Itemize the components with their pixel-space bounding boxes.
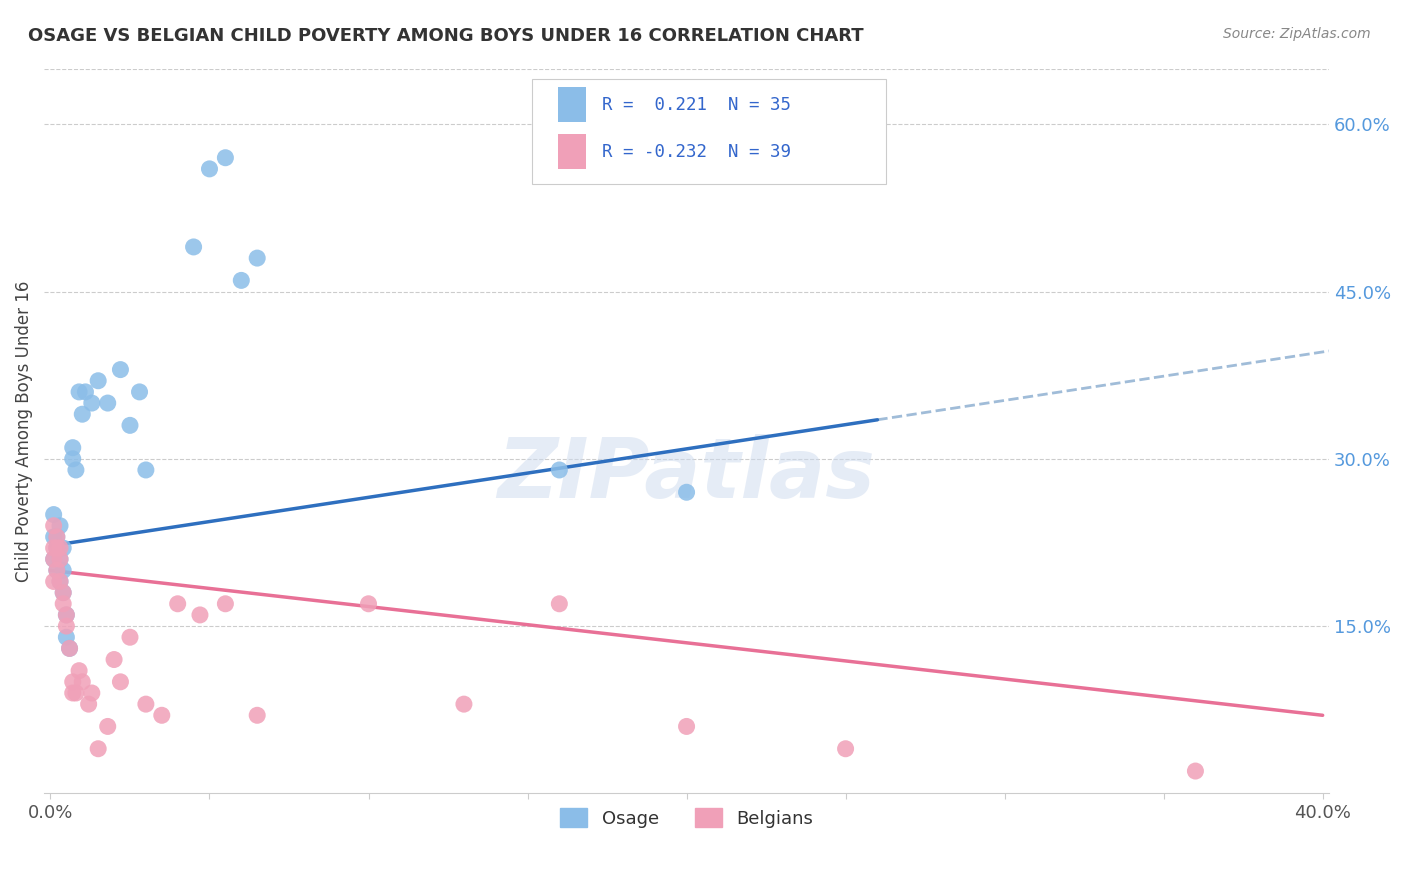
Point — [52, 563, 75, 577]
Point — [675, 485, 697, 500]
Point — [52, 585, 75, 599]
Point — [65, 463, 87, 477]
Point — [198, 161, 221, 176]
Point — [62, 686, 84, 700]
Point — [49, 574, 72, 589]
Point — [45, 530, 67, 544]
Point — [183, 240, 205, 254]
Point — [55, 607, 77, 622]
Text: R =  0.221  N = 35: R = 0.221 N = 35 — [602, 95, 790, 114]
Point — [103, 652, 125, 666]
Point — [214, 597, 236, 611]
Point — [62, 441, 84, 455]
Point — [128, 384, 150, 399]
Text: OSAGE VS BELGIAN CHILD POVERTY AMONG BOYS UNDER 16 CORRELATION CHART: OSAGE VS BELGIAN CHILD POVERTY AMONG BOY… — [28, 27, 863, 45]
Point — [72, 674, 94, 689]
Point — [231, 273, 253, 287]
Text: Source: ZipAtlas.com: Source: ZipAtlas.com — [1223, 27, 1371, 41]
Point — [58, 641, 80, 656]
Point — [58, 641, 80, 656]
Point — [45, 541, 67, 555]
Y-axis label: Child Poverty Among Boys Under 16: Child Poverty Among Boys Under 16 — [15, 280, 32, 582]
Point — [42, 530, 65, 544]
Point — [357, 597, 380, 611]
FancyBboxPatch shape — [558, 87, 586, 122]
Point — [118, 630, 141, 644]
Point — [45, 563, 67, 577]
Point — [246, 708, 269, 723]
Point — [52, 541, 75, 555]
Point — [42, 552, 65, 566]
Point — [42, 552, 65, 566]
Point — [150, 708, 173, 723]
Point — [188, 607, 211, 622]
Legend: Osage, Belgians: Osage, Belgians — [553, 801, 820, 835]
Point — [52, 585, 75, 599]
Point — [49, 518, 72, 533]
Point — [77, 697, 100, 711]
Point — [49, 574, 72, 589]
Point — [65, 686, 87, 700]
Point — [67, 384, 90, 399]
Point — [834, 741, 856, 756]
Point — [75, 384, 97, 399]
Point — [548, 463, 571, 477]
Point — [214, 151, 236, 165]
Point — [80, 396, 103, 410]
Point — [49, 552, 72, 566]
Point — [42, 574, 65, 589]
Point — [1184, 764, 1206, 778]
FancyBboxPatch shape — [533, 79, 886, 185]
Point — [72, 407, 94, 421]
Point — [67, 664, 90, 678]
Point — [45, 563, 67, 577]
Point — [80, 686, 103, 700]
Point — [55, 630, 77, 644]
Point — [45, 530, 67, 544]
Point — [87, 741, 110, 756]
Point — [110, 362, 132, 376]
Point — [675, 719, 697, 733]
Point — [55, 607, 77, 622]
Point — [548, 597, 571, 611]
Point — [453, 697, 475, 711]
FancyBboxPatch shape — [558, 135, 586, 169]
Point — [62, 674, 84, 689]
Point — [87, 374, 110, 388]
Point — [135, 463, 157, 477]
Point — [166, 597, 188, 611]
Point — [42, 518, 65, 533]
Point — [97, 396, 120, 410]
Point — [97, 719, 120, 733]
Point — [52, 597, 75, 611]
Point — [55, 619, 77, 633]
Point — [246, 251, 269, 265]
Text: R = -0.232  N = 39: R = -0.232 N = 39 — [602, 143, 790, 161]
Point — [49, 552, 72, 566]
Point — [45, 541, 67, 555]
Point — [42, 541, 65, 555]
Text: ZIPatlas: ZIPatlas — [498, 434, 876, 515]
Point — [118, 418, 141, 433]
Point — [62, 451, 84, 466]
Point — [49, 541, 72, 555]
Point — [110, 674, 132, 689]
Point — [135, 697, 157, 711]
Point — [42, 508, 65, 522]
